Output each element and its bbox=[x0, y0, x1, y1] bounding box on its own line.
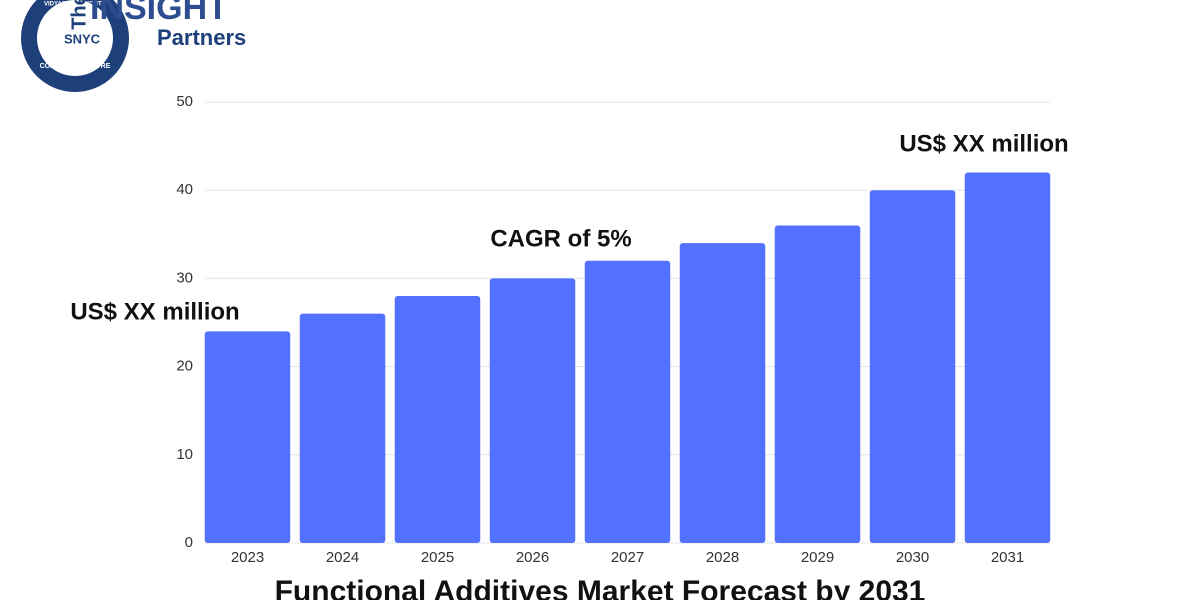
x-tick-label: 2024 bbox=[326, 549, 359, 566]
bar bbox=[204, 331, 291, 543]
logo-prefix: The bbox=[68, 0, 90, 30]
x-tick-label: 2030 bbox=[896, 549, 929, 566]
bar bbox=[489, 278, 576, 543]
logo-suffix: Partners bbox=[157, 25, 246, 50]
x-tick-label: 2027 bbox=[611, 549, 644, 566]
logo: COMPUTER CENTRE VIDYASAGAR YOUTH SNYC Th… bbox=[21, 0, 246, 92]
bar bbox=[679, 243, 766, 543]
logo-badge-center bbox=[37, 0, 113, 76]
bar bbox=[774, 225, 861, 544]
x-tick-label: 2031 bbox=[991, 549, 1024, 566]
x-tick-label: 2023 bbox=[231, 549, 264, 566]
y-tick-label: 20 bbox=[176, 358, 193, 375]
bar bbox=[964, 172, 1051, 543]
x-tick-label: 2028 bbox=[706, 549, 739, 566]
y-tick-label: 40 bbox=[176, 181, 193, 198]
logo-badge-text: SNYC bbox=[64, 31, 101, 46]
bar bbox=[394, 296, 481, 543]
logo-ring-top: VIDYASAGAR YOUTH bbox=[44, 2, 106, 8]
x-tick-label: 2026 bbox=[516, 549, 549, 566]
y-tick-label: 10 bbox=[176, 446, 193, 463]
logo-brand: INSIGHT bbox=[90, 0, 228, 27]
annotation: CAGR of 5% bbox=[490, 225, 631, 252]
bar bbox=[299, 313, 386, 543]
bar bbox=[869, 190, 956, 543]
y-tick-label: 0 bbox=[185, 534, 193, 551]
annotation: US$ XX million bbox=[899, 130, 1068, 157]
chart-title: Functional Additives Market Forecast by … bbox=[275, 575, 926, 600]
bar bbox=[584, 260, 671, 543]
logo-ring-bottom: COMPUTER CENTRE bbox=[40, 63, 111, 70]
y-tick-label: 50 bbox=[176, 93, 193, 110]
x-tick-label: 2025 bbox=[421, 549, 454, 566]
y-tick-label: 30 bbox=[176, 269, 193, 286]
x-tick-label: 2029 bbox=[801, 549, 834, 566]
annotation: US$ XX million bbox=[70, 298, 239, 325]
